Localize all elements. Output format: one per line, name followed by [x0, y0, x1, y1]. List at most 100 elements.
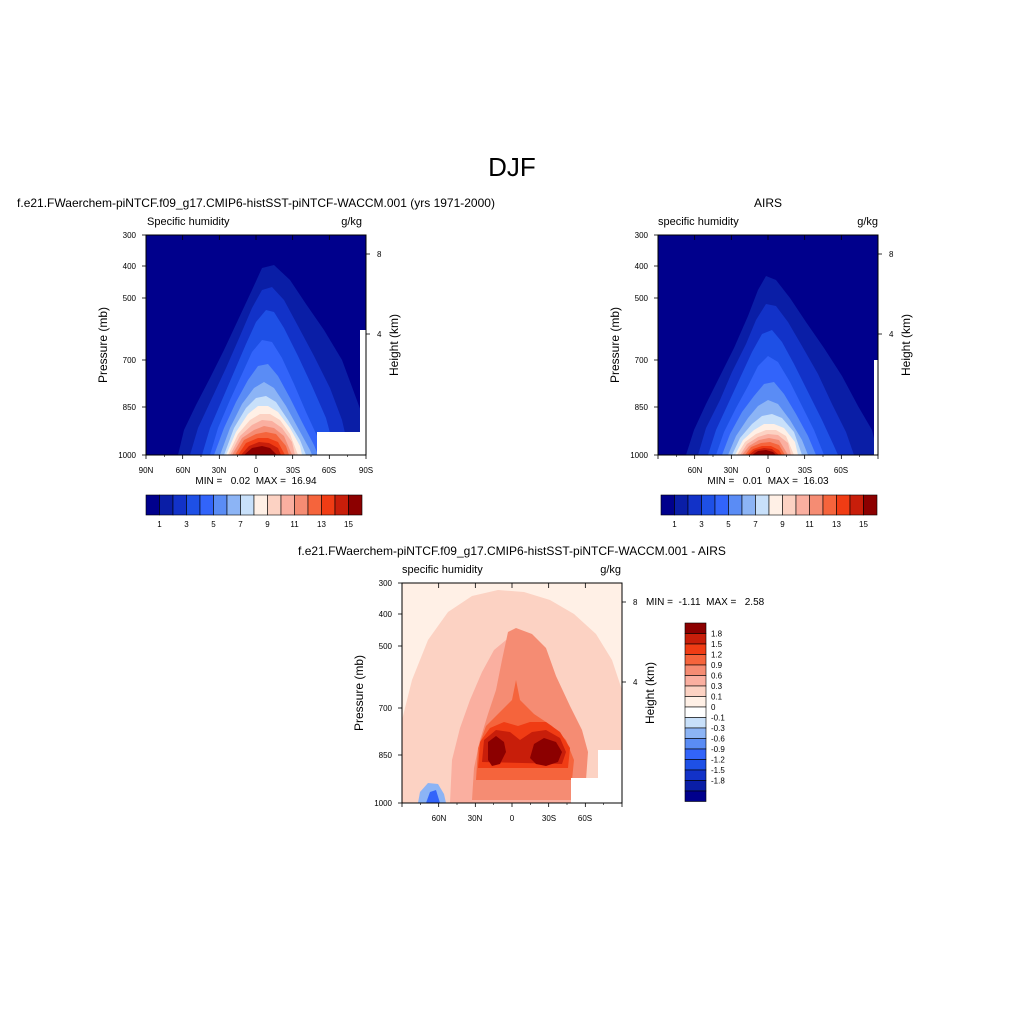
y-tick-label: 1000: [630, 451, 648, 460]
x-tick-label: 60N: [432, 814, 447, 823]
y-tick-label: 500: [123, 294, 137, 303]
y-tick-label: 850: [123, 403, 137, 412]
height-tick-label: 4: [377, 330, 382, 339]
colorbar-swatch: [240, 494, 255, 516]
x-tick-label: 60S: [322, 466, 336, 475]
y-tick-label: 700: [379, 704, 393, 713]
colorbar-swatch: [348, 494, 363, 516]
colorbar-label: -1.5: [711, 766, 725, 775]
colorbar-label: 3: [699, 520, 704, 529]
colorbar-swatch: [863, 494, 878, 516]
colorbar-swatch: [334, 494, 349, 516]
y-tick-label: 500: [379, 642, 393, 651]
panel-obs-min-max: MIN = 0.01 MAX = 16.03: [707, 476, 829, 487]
colorbar-label: -1.8: [711, 777, 725, 786]
panel-obs-plot: [657, 234, 879, 456]
height-tick-label: 4: [889, 330, 894, 339]
colorbar-label: 11: [805, 520, 814, 529]
height-axis-title: Height (km): [643, 662, 657, 724]
y-tick-label: 500: [635, 294, 649, 303]
colorbar-label: 7: [753, 520, 758, 529]
colorbar-swatch: [684, 780, 707, 792]
colorbar-swatch: [226, 494, 241, 516]
y-tick-label: 1000: [118, 451, 136, 460]
colorbar-swatch: [795, 494, 810, 516]
missing-data-region: [317, 432, 366, 455]
colorbar-label: 0.1: [711, 693, 723, 702]
panel-diff-variable-label: specific humidity: [402, 564, 483, 576]
colorbar-swatch: [684, 738, 707, 750]
panel-diff-colorbar: 1.81.5 1.20.9 0.60.3 0.10 -0.1-0.3 -0.6-0.9 -1…: [684, 622, 725, 802]
colorbar-label: -0.6: [711, 735, 725, 744]
x-tick-label: 30N: [724, 466, 739, 475]
y-tick-label: 850: [379, 751, 393, 760]
x-tick-label: 30S: [286, 466, 300, 475]
missing-data-region: [360, 330, 366, 455]
colorbar-swatch: [186, 494, 201, 516]
panel-model-units-label: g/kg: [341, 216, 362, 228]
colorbar-swatch: [684, 654, 707, 666]
x-tick-label: 30N: [212, 466, 227, 475]
colorbar-label: 1.5: [711, 640, 723, 649]
colorbar-label: 1: [157, 520, 162, 529]
colorbar-label: 11: [290, 520, 299, 529]
x-tick-label: 30S: [798, 466, 812, 475]
x-tick-label: 0: [766, 466, 771, 475]
colorbar-swatch: [684, 633, 707, 645]
y-tick-label: 300: [379, 579, 393, 588]
colorbar-label: 13: [317, 520, 326, 529]
colorbar-swatch: [307, 494, 322, 516]
colorbar-swatch: [836, 494, 851, 516]
colorbar-label: 15: [344, 520, 353, 529]
colorbar-swatch: [687, 494, 702, 516]
colorbar-label: -1.2: [711, 756, 725, 765]
panel-model-y-axis: 300 400 500 700 850 1000 Pressure (mb): [96, 231, 137, 460]
colorbar-swatch: [684, 675, 707, 687]
height-axis-title: Height (km): [387, 314, 401, 376]
colorbar-swatch: [684, 727, 707, 739]
contour-level-16: [244, 446, 277, 455]
colorbar-label: 0.6: [711, 672, 723, 681]
height-axis-title: Height (km): [899, 314, 913, 376]
panel-model-variable-label: Specific humidity: [147, 216, 230, 228]
panel-diff-title: f.e21.FWaerchem-piNTCF.f09_g17.CMIP6-his…: [298, 544, 726, 558]
contour-level-16: [752, 450, 776, 455]
missing-data-region: [571, 778, 622, 803]
colorbar-swatch: [684, 685, 707, 697]
colorbar-label: 1: [672, 520, 677, 529]
colorbar-label: 3: [184, 520, 189, 529]
panel-model-plot: [145, 234, 367, 456]
colorbar-swatch: [267, 494, 282, 516]
height-tick-label: 4: [633, 678, 638, 687]
colorbar-swatch: [684, 622, 707, 634]
x-tick-label: 90S: [359, 466, 373, 475]
panel-obs-y-axis: 300 400 500 700 850 1000 Pressure (mb): [608, 231, 649, 460]
panel-model-min-max: MIN = 0.02 MAX = 16.94: [195, 476, 317, 487]
y-tick-label: 850: [635, 403, 649, 412]
panel-obs-units-label: g/kg: [857, 216, 878, 228]
y-tick-label: 1000: [374, 799, 392, 808]
height-tick-label: 8: [377, 250, 382, 259]
main-title: DJF: [488, 152, 536, 182]
colorbar-swatch: [684, 769, 707, 781]
panel-diff-y-axis: 300 400 500 700 850 1000 Pressure (mb): [352, 579, 393, 808]
colorbar-swatch: [684, 664, 707, 676]
missing-data-region: [874, 360, 878, 455]
axis-tick-marks: [142, 234, 879, 807]
x-tick-label: 60S: [834, 466, 848, 475]
colorbar-label: 13: [832, 520, 841, 529]
panel-diff-height-axis: 8 4 Height (km): [622, 598, 657, 724]
y-tick-label: 400: [123, 262, 137, 271]
colorbar-label: 1.2: [711, 651, 723, 660]
colorbar-swatch: [741, 494, 756, 516]
panel-model-title: f.e21.FWaerchem-piNTCF.f09_g17.CMIP6-his…: [17, 196, 495, 210]
x-tick-label: 0: [510, 814, 515, 823]
colorbar-swatch: [172, 494, 187, 516]
colorbar-swatch: [159, 494, 174, 516]
x-tick-label: 60S: [578, 814, 592, 823]
panel-model-colorbar: 1 3 5 7 9 11 13 15: [145, 494, 363, 529]
panel-model-height-axis: 8 4 Height (km): [366, 250, 401, 376]
contour-level-1.8: [530, 738, 562, 766]
colorbar-swatch: [714, 494, 729, 516]
